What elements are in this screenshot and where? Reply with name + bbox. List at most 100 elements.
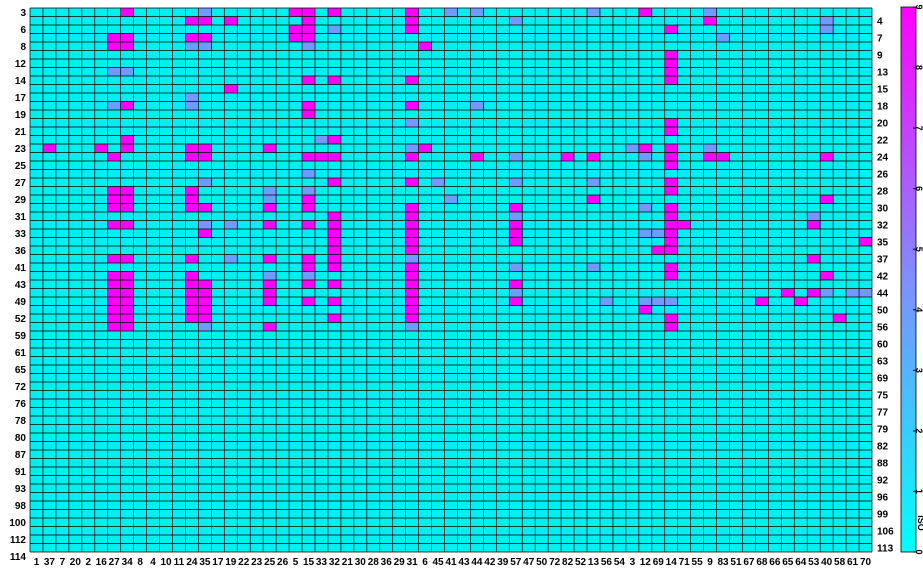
heatmap-cell	[107, 297, 121, 306]
column-label: 82	[562, 557, 574, 568]
heatmap-cell	[859, 237, 872, 246]
row-label: 12	[15, 59, 27, 70]
heatmap-cell	[820, 271, 834, 280]
column-label: 10	[160, 557, 172, 568]
heatmap-cell	[664, 67, 678, 76]
heatmap-cell	[327, 237, 341, 246]
heatmap-cell	[107, 42, 121, 51]
column-label: 53	[808, 557, 820, 568]
heatmap-cell	[327, 8, 341, 17]
heatmap-cell	[198, 152, 212, 161]
heatmap-cell	[327, 229, 341, 238]
heatmap-cell	[418, 144, 432, 153]
column-label: 43	[458, 557, 470, 568]
column-label: 68	[756, 557, 768, 568]
column-label: 37	[44, 557, 56, 568]
row-label: 72	[15, 382, 27, 393]
heatmap-cell	[107, 254, 121, 263]
heatmap-cell	[120, 195, 134, 204]
column-label: 42	[484, 557, 496, 568]
heatmap-cell	[405, 152, 419, 161]
heatmap-cell	[509, 178, 523, 187]
heatmap-cell	[198, 288, 212, 297]
heatmap-cell	[107, 322, 121, 331]
heatmap-cell	[302, 195, 315, 204]
heatmap-cell	[587, 263, 600, 272]
heatmap-cell	[185, 254, 199, 263]
heatmap-cell	[120, 67, 134, 76]
heatmap-cell	[302, 297, 315, 306]
column-label: 45	[432, 557, 444, 568]
heatmap-cell	[185, 271, 199, 280]
heatmap-cell	[509, 203, 523, 212]
column-label: 83	[717, 557, 729, 568]
heatmap-cell	[405, 254, 419, 263]
heatmap-cell	[638, 305, 652, 314]
heatmap-cell	[198, 42, 212, 51]
heatmap-cell	[509, 263, 523, 272]
column-label: 24	[186, 557, 198, 568]
row-label: 100	[9, 518, 26, 529]
heatmap-cell	[716, 33, 730, 42]
heatmap-cell	[327, 76, 341, 85]
heatmap-cell	[664, 237, 678, 246]
heatmap-cell	[263, 186, 277, 195]
heatmap-cell	[107, 186, 121, 195]
heatmap-cell	[664, 50, 678, 59]
heatmap-cell	[405, 280, 419, 289]
row-label: 30	[877, 203, 889, 214]
heatmap-cell	[405, 263, 419, 272]
heatmap-cell	[509, 229, 523, 238]
column-label: 25	[264, 557, 276, 568]
heatmap-cell	[185, 42, 199, 51]
row-label: 99	[877, 509, 889, 520]
heatmap-cell	[664, 161, 678, 170]
heatmap-cell	[664, 263, 678, 272]
row-label: 25	[15, 161, 27, 172]
column-label: 8	[137, 557, 143, 568]
colorbar-gradient	[900, 6, 917, 553]
row-label: 96	[877, 492, 889, 503]
heatmap-cell	[327, 135, 341, 144]
colorbar-tick-label: 0	[914, 549, 923, 554]
heatmap-cell	[561, 152, 575, 161]
heatmap-cell	[185, 33, 199, 42]
row-label: 32	[877, 220, 889, 231]
heatmap-cell	[327, 254, 341, 263]
heatmap-cell	[302, 220, 315, 229]
heatmap-cell	[664, 297, 678, 306]
row-label: 60	[877, 339, 889, 350]
heatmap-cell	[120, 220, 134, 229]
heatmap-cell	[587, 195, 600, 204]
row-label: 31	[15, 212, 27, 223]
heatmap-cell	[107, 67, 121, 76]
column-label: 56	[601, 557, 613, 568]
row-label: 56	[877, 322, 889, 333]
heatmap-cell	[431, 178, 445, 187]
row-label: 52	[15, 314, 27, 325]
column-labels: 1 37 7 20 2 16 27 34 8 4 10 11 24 35 17 19 22 23 25 26 5 15 33…	[34, 557, 872, 568]
heatmap-cell	[664, 178, 678, 187]
heatmap-cell	[94, 144, 108, 153]
row-label: 20	[877, 118, 889, 129]
heatmap-cell	[820, 25, 834, 34]
heatmap-cell	[198, 16, 212, 25]
column-label: 30	[355, 557, 367, 568]
heatmap-cell	[651, 229, 665, 238]
heatmap-gridlines	[29, 7, 873, 553]
heatmap-cell	[198, 144, 212, 153]
heatmap-cell	[42, 144, 56, 153]
heatmap-cell	[107, 271, 121, 280]
row-label: 44	[877, 288, 889, 299]
heatmap-cell	[302, 25, 315, 34]
heatmap-cell	[405, 144, 419, 153]
heatmap-cell	[509, 297, 523, 306]
row-label: 93	[15, 484, 27, 495]
column-label: 2	[86, 557, 92, 568]
column-label: 70	[860, 557, 872, 568]
column-label: 64	[795, 557, 807, 568]
heatmap-cell	[664, 203, 678, 212]
heatmap-cell	[314, 152, 328, 161]
row-label: 17	[15, 93, 27, 104]
